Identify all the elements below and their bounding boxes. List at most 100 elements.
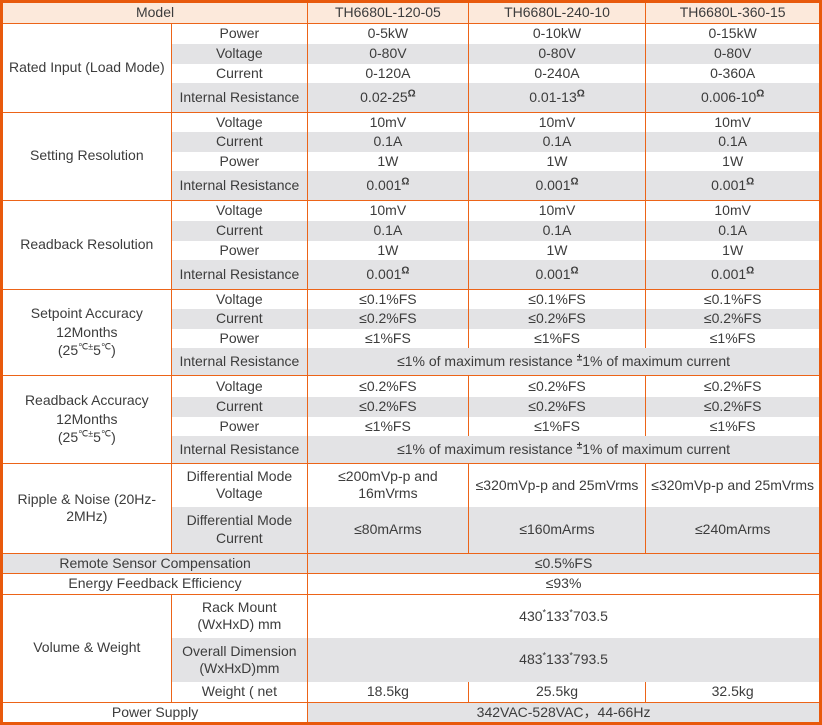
table-row: Power ≤1%FS ≤1%FS ≤1%FS xyxy=(2,416,821,436)
section-label-setting-resolution: Setting Resolution xyxy=(1,111,172,200)
param-label: Current xyxy=(170,397,309,417)
spec-value: 0.006-10Ω xyxy=(645,83,821,112)
table-header-row: Model TH6680L-120-05 TH6680L-240-10 TH66… xyxy=(0,1,821,23)
param-label: Internal Resistance xyxy=(170,348,309,375)
spec-value-merged: 483*133*793.5 xyxy=(307,638,821,682)
param-label: Internal Resistance xyxy=(170,171,309,200)
spec-value: 1W xyxy=(307,151,469,171)
spec-value-merged: 430*133*703.5 xyxy=(307,593,821,638)
spec-value: 0-360A xyxy=(645,63,821,83)
spec-value: ≤320mVp-p and 25mVrms xyxy=(645,462,821,507)
table-row: Readback Resolution Voltage 10mV 10mV 10… xyxy=(1,199,821,289)
section-label-power-supply: Power Supply xyxy=(0,701,309,724)
spec-value: 25.5kg xyxy=(467,682,647,702)
table-row: Setpoint Accuracy 12Months (25℃±5℃) Volt… xyxy=(1,288,821,375)
param-label: Current xyxy=(170,221,309,241)
section-label-readback-resolution: Readback Resolution xyxy=(1,199,172,289)
table-row: Current 0.1A 0.1A 0.1A xyxy=(2,132,821,152)
spec-value: ≤0.2%FS xyxy=(645,309,821,329)
spec-value: 0.001Ω xyxy=(307,171,469,200)
spec-value: 1W xyxy=(467,151,647,171)
param-label: Power xyxy=(170,416,309,436)
param-label: Differential Mode Current xyxy=(170,507,309,553)
table-row: Power 1W 1W 1W xyxy=(2,151,821,171)
spec-value: ≤200mVp-p and 16mVrms xyxy=(307,462,469,507)
spec-value: 0.001Ω xyxy=(467,260,647,289)
spec-value-merged: ≤93% xyxy=(307,573,821,594)
table-row: Current ≤0.2%FS ≤0.2%FS ≤0.2%FS xyxy=(2,309,821,329)
param-label: Rack Mount (WxHxD) mm xyxy=(170,593,309,638)
spec-value: 10mV xyxy=(467,111,647,132)
spec-value: 0.1A xyxy=(307,132,469,152)
param-label: Voltage xyxy=(170,44,309,64)
section-label-readback-accuracy: Readback Accuracy 12Months (25℃±5℃) xyxy=(1,374,172,463)
param-label: Overall Dimension (WxHxD)mm xyxy=(170,638,309,682)
spec-value: 0.1A xyxy=(307,221,469,241)
param-label: Internal Resistance xyxy=(170,436,309,463)
ohm-superscript: Ω xyxy=(756,87,765,99)
spec-value: 0.001Ω xyxy=(645,171,821,200)
table-row: Ripple & Noise (20Hz-2MHz) Differential … xyxy=(1,462,821,553)
spec-value: ≤320mVp-p and 25mVrms xyxy=(467,462,647,507)
spec-value: ≤0.2%FS xyxy=(307,374,469,397)
spec-value: ≤0.2%FS xyxy=(307,397,469,417)
spec-value: 0.1A xyxy=(467,221,647,241)
table-row: Current ≤0.2%FS ≤0.2%FS ≤0.2%FS xyxy=(2,397,821,417)
spec-value: 0.001Ω xyxy=(645,260,821,289)
spec-value: 0.001Ω xyxy=(307,260,469,289)
spec-value: 10mV xyxy=(645,111,821,132)
param-label: Internal Resistance xyxy=(170,260,309,289)
table-row: Rated Input (Load Mode) Power 0-5kW 0-10… xyxy=(1,22,821,112)
spec-value: ≤1%FS xyxy=(645,416,821,436)
spec-value: ≤240mArms xyxy=(645,507,821,553)
spec-value: ≤0.2%FS xyxy=(467,397,647,417)
spec-value-merged: 342VAC-528VAC，44-66Hz xyxy=(307,701,821,724)
spec-value: 0.01-13Ω xyxy=(467,83,647,112)
table-row: Weight ( net 18.5kg 25.5kg 32.5kg xyxy=(2,682,821,702)
spec-value-merged: ≤1% of maximum resistance ±1% of maximum… xyxy=(307,436,821,463)
spec-value: 0-10kW xyxy=(467,22,647,44)
section-label-volume-weight: Volume & Weight xyxy=(1,593,172,702)
spec-value: 0-80V xyxy=(645,44,821,64)
param-label: Weight ( net xyxy=(170,682,309,702)
spec-value: ≤0.2%FS xyxy=(307,309,469,329)
spec-value: 32.5kg xyxy=(645,682,821,702)
spec-value: ≤0.1%FS xyxy=(645,288,821,309)
param-label: Current xyxy=(170,63,309,83)
table-row: Volume & Weight Rack Mount (WxHxD) mm 43… xyxy=(1,593,821,702)
spec-value: 0.1A xyxy=(645,221,821,241)
ohm-superscript: Ω xyxy=(570,175,579,187)
ohm-superscript: Ω xyxy=(570,264,579,276)
spec-value-merged: ≤1% of maximum resistance ±1% of maximum… xyxy=(307,348,821,375)
ohm-superscript: Ω xyxy=(401,264,410,276)
table-row: Energy Feedback Efficiency ≤93% xyxy=(0,573,821,594)
spec-value: 0.001Ω xyxy=(467,171,647,200)
spec-value: ≤0.2%FS xyxy=(467,374,647,397)
spec-value: ≤160mArms xyxy=(467,507,647,553)
param-label: Differential Mode Voltage xyxy=(170,462,309,507)
spec-value: ≤0.2%FS xyxy=(645,374,821,397)
param-label: Voltage xyxy=(170,288,309,309)
spec-value: 0-240A xyxy=(467,63,647,83)
table-row: Internal Resistance ≤1% of maximum resis… xyxy=(2,436,821,463)
spec-value: 10mV xyxy=(307,199,469,221)
param-label: Voltage xyxy=(170,374,309,397)
table-row: Power ≤1%FS ≤1%FS ≤1%FS xyxy=(2,328,821,348)
dimension-separator: * xyxy=(569,606,573,617)
table-row: Overall Dimension (WxHxD)mm 483*133*793.… xyxy=(2,638,821,682)
ohm-superscript: Ω xyxy=(407,87,416,99)
spec-value: ≤1%FS xyxy=(467,416,647,436)
spec-value: ≤0.1%FS xyxy=(467,288,647,309)
spec-value: 10mV xyxy=(307,111,469,132)
table-row: Internal Resistance 0.001Ω 0.001Ω 0.001Ω xyxy=(2,260,821,289)
param-label: Internal Resistance xyxy=(170,83,309,112)
section-label-ripple-noise: Ripple & Noise (20Hz-2MHz) xyxy=(1,462,172,553)
table-row: Current 0-120A 0-240A 0-360A xyxy=(2,63,821,83)
table-row: Readback Accuracy 12Months (25℃±5℃) Volt… xyxy=(1,374,821,463)
ohm-superscript: Ω xyxy=(401,175,410,187)
param-label: Current xyxy=(170,309,309,329)
dimension-separator: * xyxy=(569,650,573,661)
table-row: Remote Sensor Compensation ≤0.5%FS xyxy=(0,552,821,574)
section-label-remote-sensor: Remote Sensor Compensation xyxy=(0,552,309,574)
spec-value: 0-15kW xyxy=(645,22,821,44)
